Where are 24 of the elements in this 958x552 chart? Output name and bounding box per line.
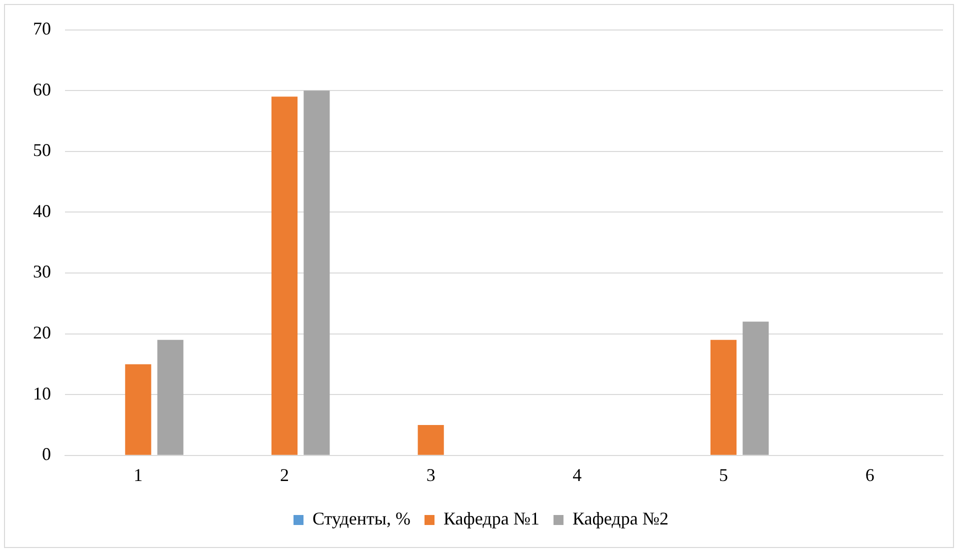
legend-label: Студенты, % — [312, 508, 411, 529]
y-tick-label: 20 — [33, 322, 51, 343]
legend-label: Кафедра №2 — [572, 508, 668, 529]
x-tick-label: 1 — [134, 464, 143, 485]
legend-label: Кафедра №1 — [444, 508, 540, 529]
y-tick-label: 50 — [33, 140, 51, 160]
bar — [157, 340, 184, 455]
y-tick-label: 10 — [33, 383, 51, 404]
x-tick-label: 2 — [280, 464, 289, 485]
y-tick-label: 60 — [33, 79, 51, 100]
bar — [418, 425, 444, 455]
bar — [125, 364, 152, 455]
bar — [304, 90, 330, 455]
y-tick-label: 40 — [33, 200, 51, 221]
y-tick-label: 70 — [33, 18, 51, 39]
x-tick-label: 5 — [719, 464, 728, 485]
y-tick-label: 0 — [42, 444, 51, 464]
y-tick-label: 30 — [33, 262, 51, 282]
x-tick-label: 4 — [572, 464, 582, 485]
bar — [271, 96, 298, 455]
bar — [710, 340, 737, 455]
bar — [742, 322, 769, 455]
x-tick-label: 3 — [426, 464, 436, 485]
x-tick-label: 6 — [865, 464, 874, 485]
